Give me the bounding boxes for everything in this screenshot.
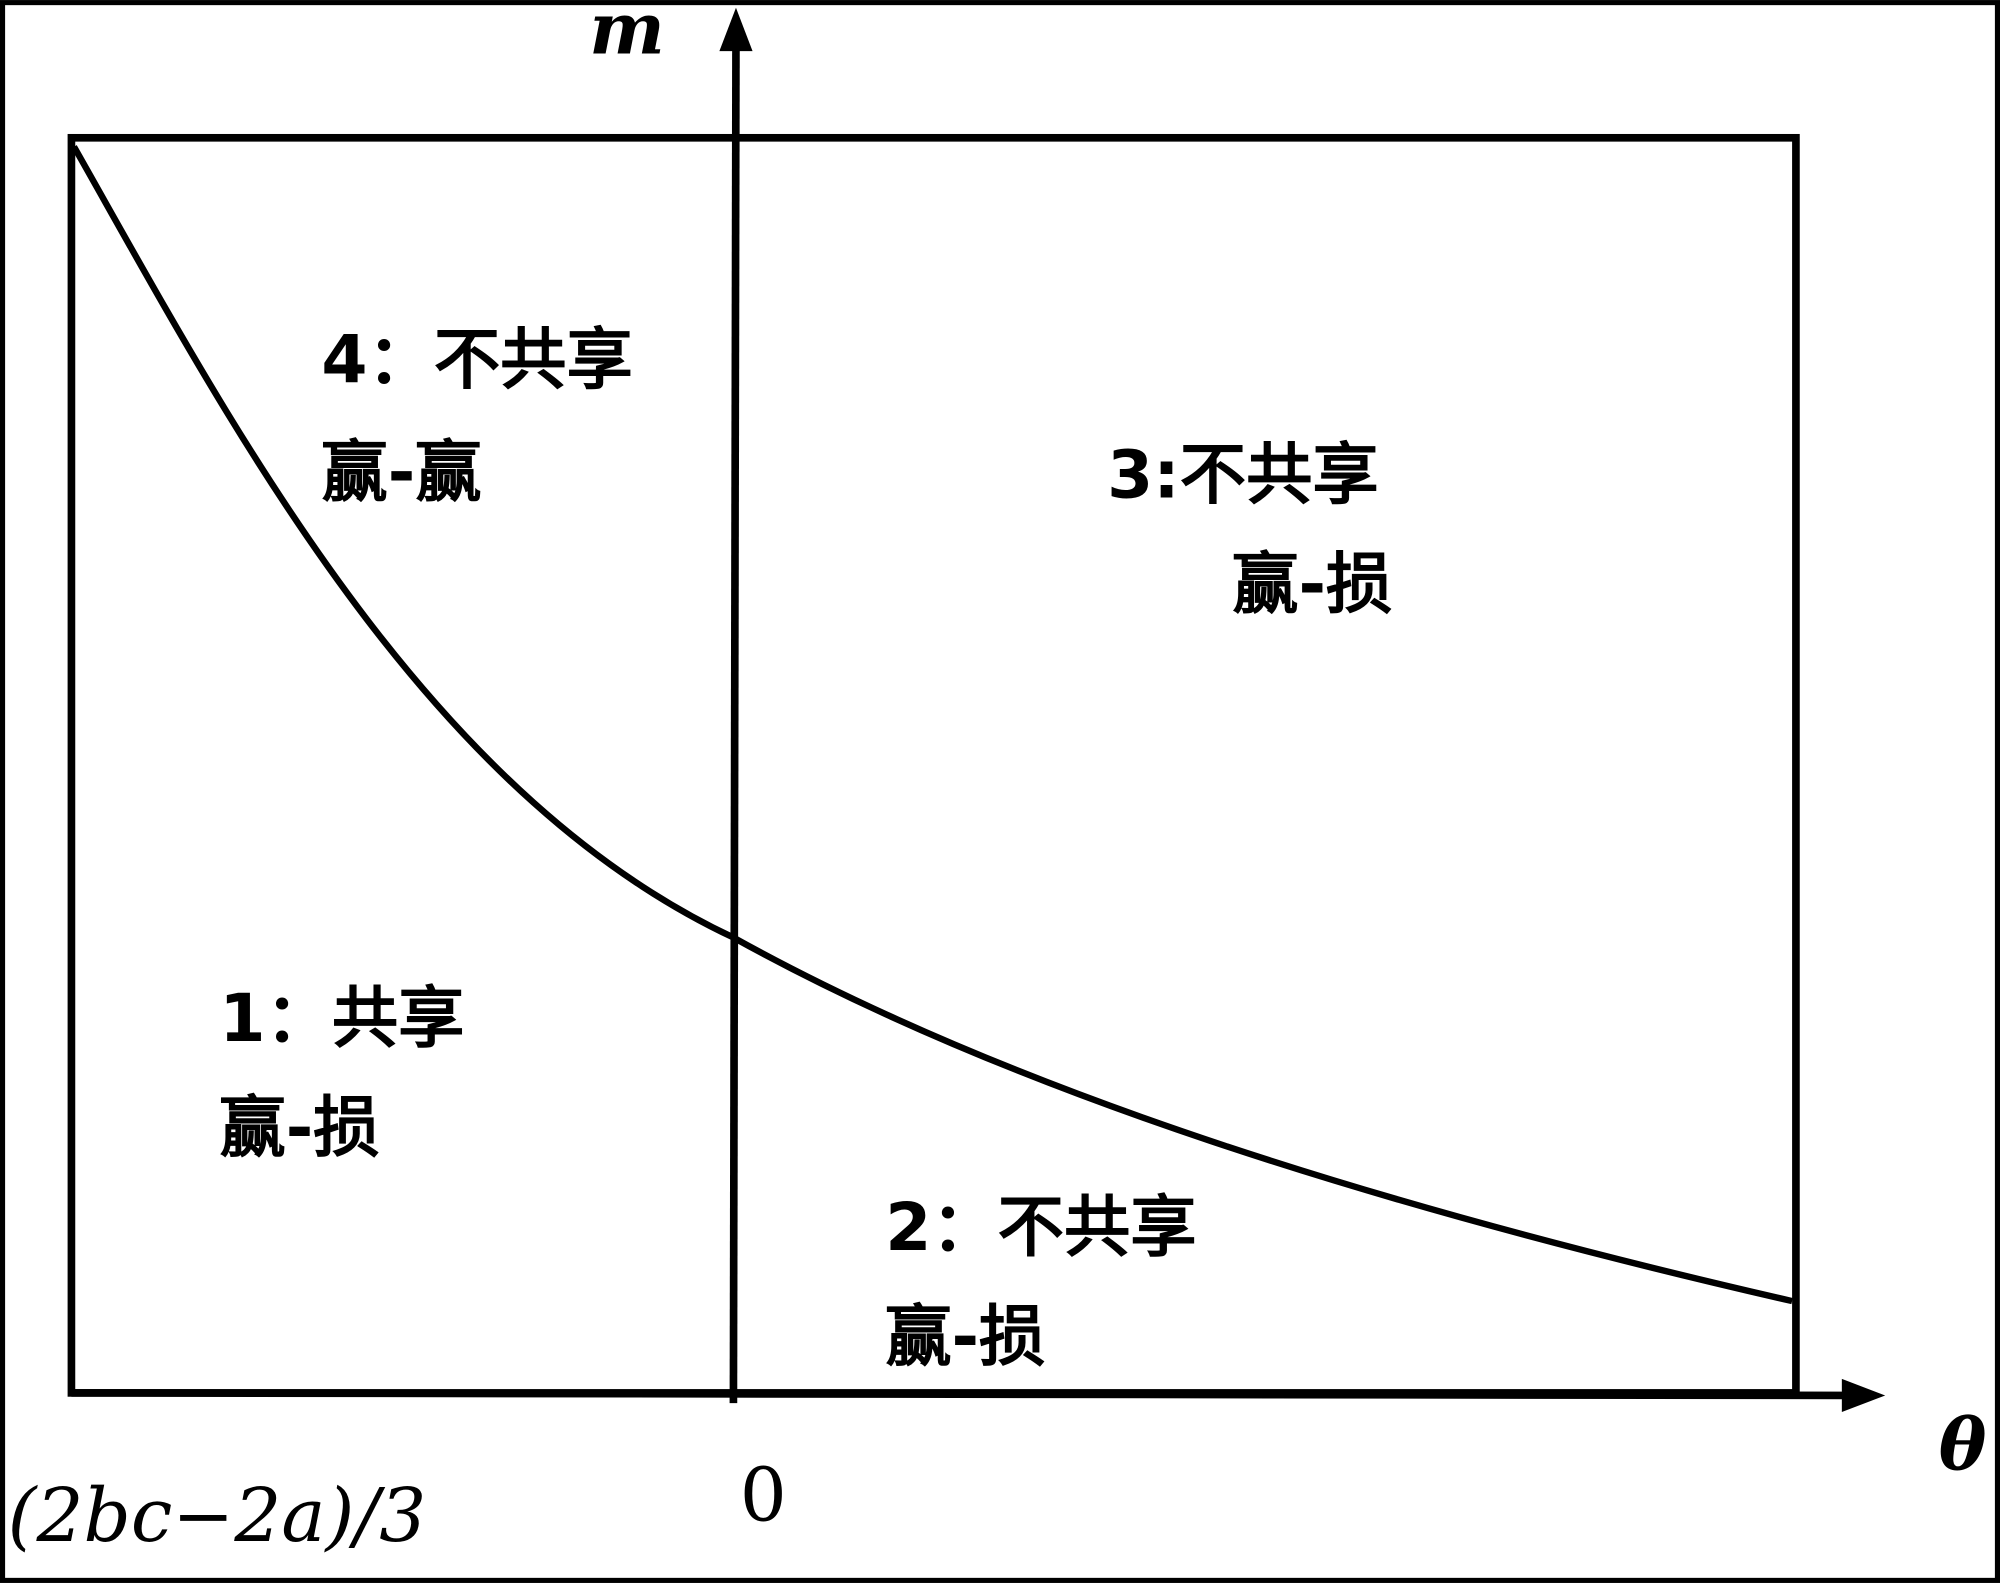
y-axis-arrow	[719, 7, 753, 52]
region-label: 2：不共享	[885, 1188, 1196, 1266]
left-bound-label: (2bc−2a)/3	[8, 1473, 427, 1559]
region-label: 1：共享	[219, 979, 464, 1057]
region-outcome: 赢-损	[885, 1298, 1045, 1376]
x-axis-arrow	[1841, 1378, 1886, 1413]
y-axis-label: m	[589, 0, 665, 71]
region-outcome: 赢-赢	[321, 433, 481, 511]
region-label: 4：不共享	[321, 321, 632, 399]
x-axis-label: θ	[1939, 1402, 1987, 1486]
x-axis	[71, 1389, 1850, 1400]
y-axis	[729, 35, 740, 1404]
region-outcome: 赢-损	[219, 1089, 379, 1167]
region-label: 3:不共享	[1107, 435, 1379, 513]
boundary-curve	[71, 145, 1793, 1305]
region-outcome: 赢-损	[1232, 545, 1392, 623]
origin-label: 0	[740, 1452, 787, 1538]
